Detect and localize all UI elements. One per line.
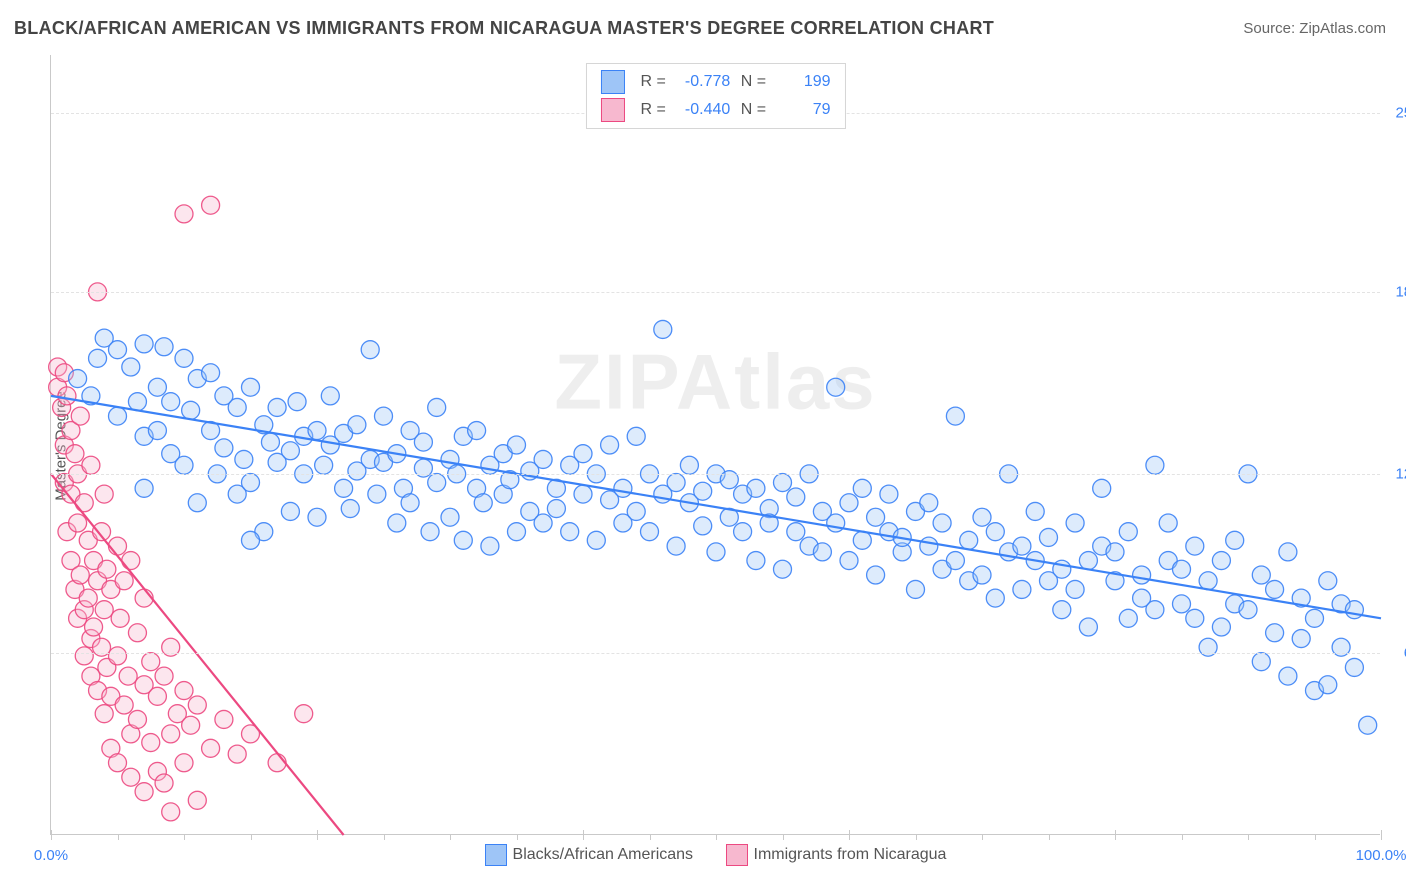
n-value: 79 bbox=[775, 101, 831, 119]
n-label: N = bbox=[741, 101, 766, 118]
y-tick-label: 18.8% bbox=[1395, 283, 1406, 300]
plot-area: ZIPAtlas R = -0.778 N = 199 R = -0.440 N… bbox=[50, 55, 1380, 835]
n-value: 199 bbox=[775, 73, 831, 91]
source-prefix: Source: bbox=[1243, 20, 1299, 37]
legend-item: Blacks/African Americans bbox=[485, 846, 698, 863]
source-attribution: Source: ZipAtlas.com bbox=[1243, 20, 1386, 37]
series-label: Blacks/African Americans bbox=[513, 846, 694, 863]
x-tick-label: 100.0% bbox=[1356, 847, 1406, 864]
legend-stats-row: R = -0.778 N = 199 bbox=[600, 70, 830, 94]
chart-title: BLACK/AFRICAN AMERICAN VS IMMIGRANTS FRO… bbox=[14, 18, 994, 39]
r-value: -0.440 bbox=[674, 101, 730, 119]
legend-swatch-icon bbox=[726, 844, 748, 866]
legend-stats-box: R = -0.778 N = 199 R = -0.440 N = 79 bbox=[585, 63, 845, 129]
legend-series: Blacks/African Americans Immigrants from… bbox=[51, 844, 1380, 866]
r-label: R = bbox=[640, 73, 665, 90]
plot-svg bbox=[51, 55, 1380, 834]
legend-stats-row: R = -0.440 N = 79 bbox=[600, 98, 830, 122]
chart-container: BLACK/AFRICAN AMERICAN VS IMMIGRANTS FRO… bbox=[0, 0, 1406, 892]
legend-item: Immigrants from Nicaragua bbox=[726, 846, 947, 863]
n-label: N = bbox=[741, 73, 766, 90]
series-label: Immigrants from Nicaragua bbox=[754, 846, 947, 863]
legend-swatch-icon bbox=[600, 70, 624, 94]
source-link[interactable]: ZipAtlas.com bbox=[1299, 20, 1386, 37]
r-value: -0.778 bbox=[674, 73, 730, 91]
r-label: R = bbox=[640, 101, 665, 118]
y-tick-label: 12.5% bbox=[1395, 465, 1406, 482]
y-tick-label: 25.0% bbox=[1395, 104, 1406, 121]
x-tick-label: 0.0% bbox=[34, 847, 68, 864]
legend-swatch-icon bbox=[600, 98, 624, 122]
legend-swatch-icon bbox=[485, 844, 507, 866]
